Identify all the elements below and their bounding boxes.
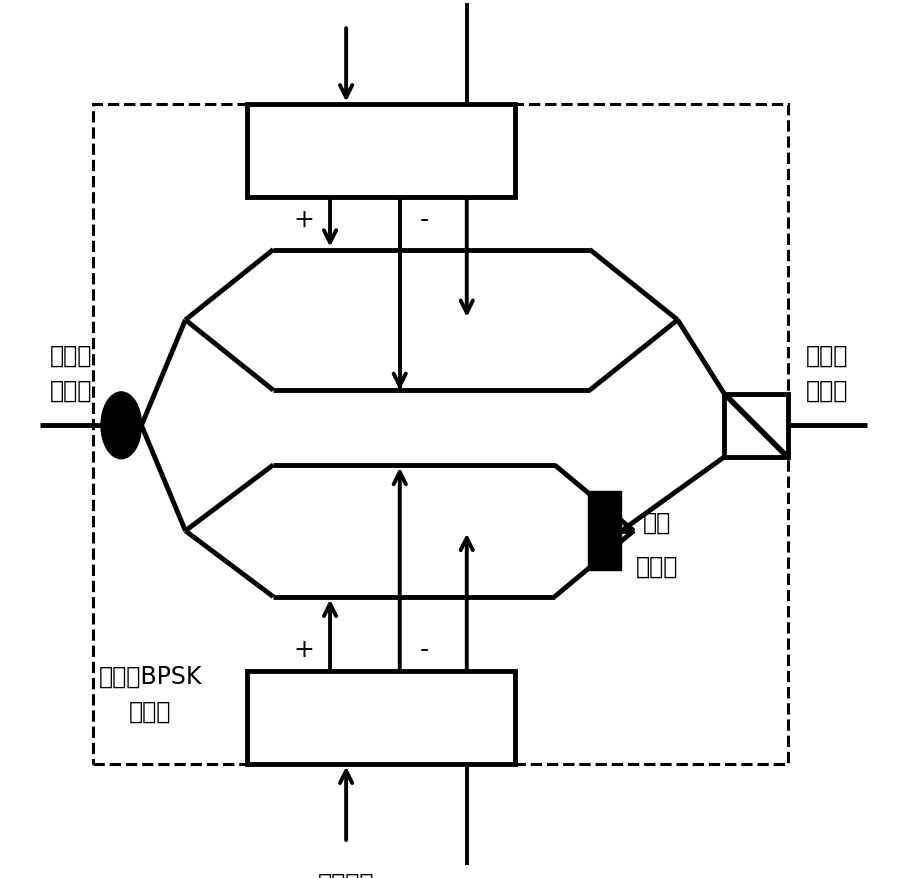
Bar — [247, 105, 515, 198]
Bar — [93, 105, 787, 764]
Bar — [724, 394, 787, 457]
Text: +: + — [293, 637, 314, 662]
Text: -: - — [420, 637, 429, 662]
Ellipse shape — [101, 392, 141, 459]
Text: 分束器: 分束器 — [50, 378, 93, 403]
Text: 本振信号: 本振信号 — [317, 870, 375, 878]
Text: +: + — [293, 207, 314, 232]
Text: 调制器: 调制器 — [129, 699, 171, 723]
Text: 偏振光: 偏振光 — [806, 343, 848, 368]
Text: -: - — [420, 207, 429, 232]
Bar — [247, 672, 515, 764]
Bar — [588, 492, 621, 571]
Text: 保偏光: 保偏光 — [50, 343, 93, 368]
Text: 合束器: 合束器 — [806, 378, 848, 403]
Text: 180度耦合器2: 180度耦合器2 — [323, 706, 439, 730]
Text: 偏置电压: 偏置电压 — [475, 874, 532, 878]
Text: 180度耦合器1: 180度耦合器1 — [323, 140, 439, 163]
Text: 旋转器: 旋转器 — [636, 554, 678, 579]
Text: 双极化BPSK: 双极化BPSK — [99, 664, 202, 688]
Text: 偏振: 偏振 — [643, 510, 671, 535]
